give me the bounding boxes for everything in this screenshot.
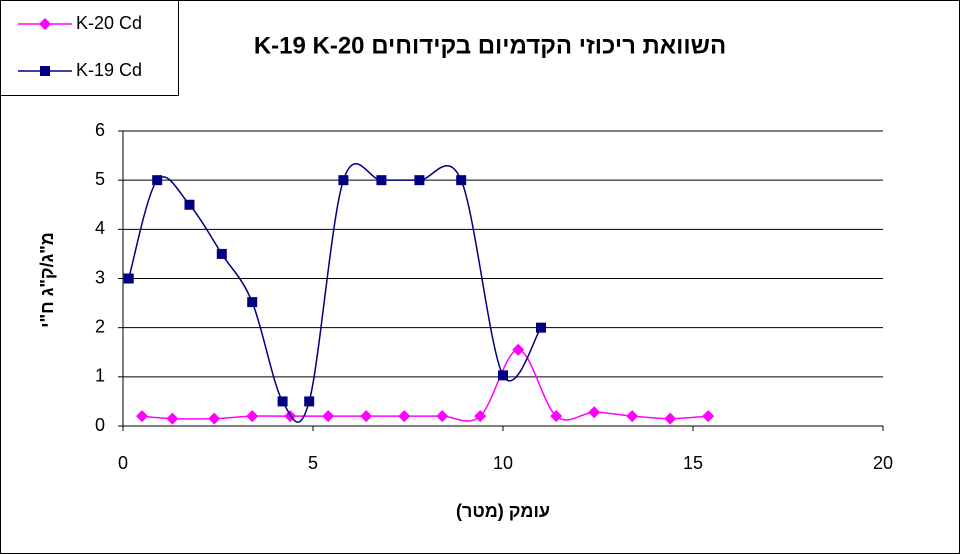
y-tick-label: 3 [95,267,105,287]
marker [436,410,449,423]
marker [247,297,258,308]
marker [246,410,259,423]
y-tick-label: 2 [95,316,105,336]
x-tick-label: 10 [493,453,513,473]
legend-label: K-20 Cd [76,13,142,33]
y-tick-label: 4 [95,218,105,238]
marker [338,175,349,186]
marker [512,343,525,356]
marker [152,175,163,186]
marker [166,412,179,425]
marker [588,406,601,419]
marker [360,410,373,423]
marker [626,410,639,423]
marker [498,370,508,381]
y-tick-label: 6 [95,120,105,140]
marker [702,410,715,423]
marker [456,175,467,186]
marker [414,175,425,186]
marker [304,396,315,407]
marker [208,412,221,425]
legend-marker [39,18,51,30]
marker [536,322,546,333]
x-tick-label: 0 [118,453,128,473]
series-line [141,349,709,422]
x-tick-label: 5 [308,453,318,473]
marker [398,410,411,423]
x-tick-label: 20 [873,453,893,473]
chart-title: השוואת ריכוזי הקדמיום בקידוחים K-19 K-20 [254,32,726,59]
marker [277,396,288,407]
marker [136,410,148,423]
x-axis-label: עומק (מטר) [456,501,550,521]
y-axis-label: מ"ג/ק"ג ח"י [37,232,57,328]
marker [474,410,487,423]
marker [322,410,335,423]
legend-label: K-19 Cd [76,60,142,80]
y-tick-label: 5 [95,169,105,189]
marker [216,248,227,259]
marker [376,175,387,186]
marker [550,410,563,423]
marker [123,273,134,284]
x-tick-label: 15 [683,453,703,473]
legend-marker [40,66,50,76]
y-tick-label: 1 [95,366,105,386]
y-tick-label: 0 [95,415,105,435]
marker [184,199,195,210]
legend [0,0,179,96]
marker [664,412,677,425]
